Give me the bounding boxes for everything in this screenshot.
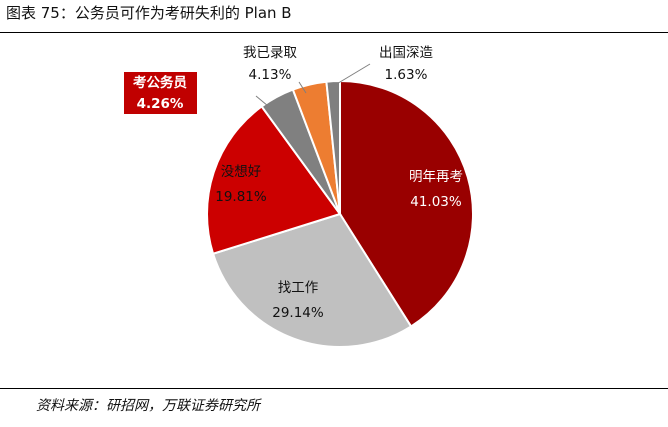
title-rule xyxy=(0,32,668,33)
leader-line-4 xyxy=(298,81,307,94)
slice-label-value-1: 29.14% xyxy=(272,305,324,321)
slice-label-value-3: 4.26% xyxy=(137,96,184,112)
slice-label-name-0: 明年再考 xyxy=(409,169,463,185)
highlight-label-box xyxy=(124,72,197,114)
slice-label-value-5: 1.63% xyxy=(385,67,428,83)
source-rule xyxy=(0,388,668,389)
source-note: 资料来源：研招网，万联证券研究所 xyxy=(36,398,260,414)
slice-label-name-1: 找工作 xyxy=(278,280,319,296)
slice-label-value-0: 41.03% xyxy=(410,194,462,210)
slice-label-name-2: 没想好 xyxy=(221,164,262,180)
leader-line-5 xyxy=(334,63,371,86)
leader-lines xyxy=(255,63,371,107)
pie-slices xyxy=(206,79,474,348)
slice-label-value-4: 4.13% xyxy=(249,67,292,83)
leader-line-3 xyxy=(255,95,269,107)
slice-label-value-2: 19.81% xyxy=(215,189,267,205)
pie-slice-2 xyxy=(206,105,342,256)
slice-labels: 明年再考 41.03% 找工作 29.14% 没想好 19.81% 考公务员 4.26% 我已录… xyxy=(124,45,463,321)
slice-label-name-5: 出国深造 xyxy=(379,45,433,61)
chart-title: 图表 75：公务员可作为考研失利的 Plan B xyxy=(6,4,292,22)
slice-label-name-3: 考公务员 xyxy=(133,74,187,91)
pie-slice-1 xyxy=(211,212,413,348)
slice-label-name-4: 我已录取 xyxy=(243,45,297,61)
pie-slice-5 xyxy=(325,79,341,215)
